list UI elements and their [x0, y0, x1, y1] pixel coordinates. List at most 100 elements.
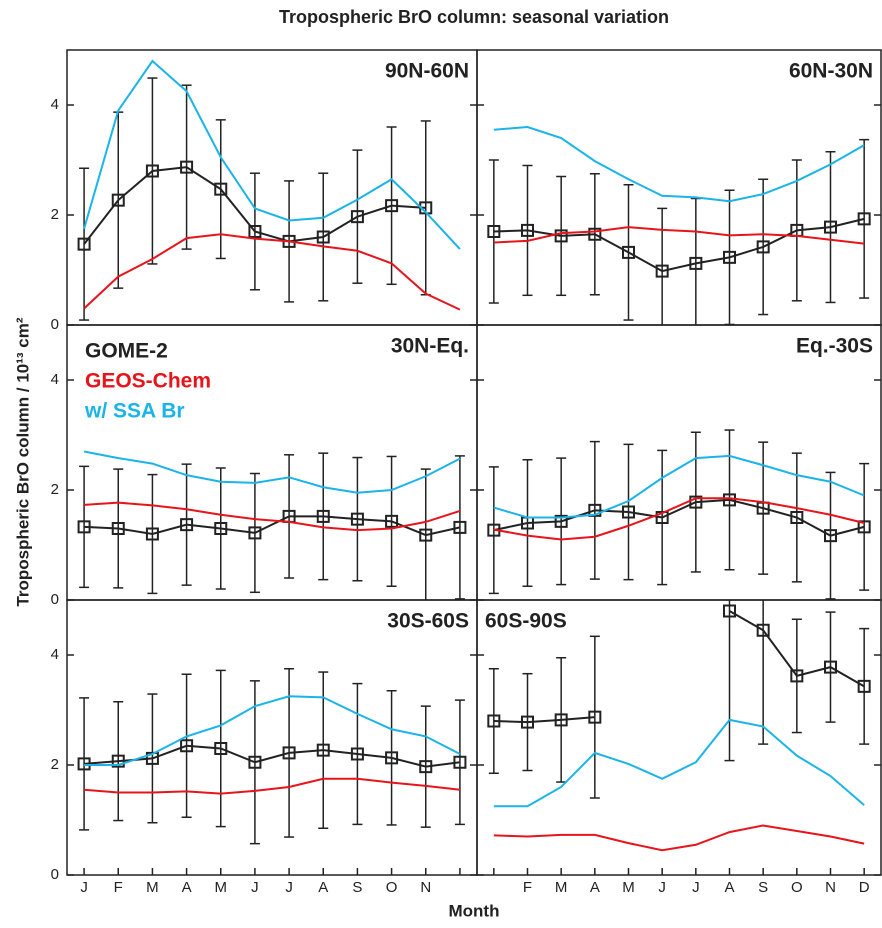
- error-bar: [724, 600, 735, 762]
- marker: [419, 760, 433, 774]
- error-bar: [454, 455, 465, 600]
- series-line: [493, 824, 865, 852]
- series-line: [493, 454, 865, 519]
- x-tick-label: M: [555, 879, 568, 896]
- error-bar: [147, 473, 158, 595]
- plot-area: [487, 600, 871, 852]
- marker: [316, 743, 330, 757]
- marker: [723, 493, 736, 507]
- marker: [77, 520, 91, 534]
- error-bar: [758, 600, 769, 745]
- error-bar: [249, 472, 260, 594]
- marker: [622, 245, 635, 259]
- error-bar: [556, 457, 567, 586]
- panel-frame: [476, 49, 882, 326]
- marker: [857, 520, 871, 534]
- plot-area: [487, 125, 871, 325]
- panel-frame: [476, 599, 882, 876]
- marker: [214, 742, 228, 755]
- error-bar: [690, 431, 701, 573]
- error-bar: [791, 159, 802, 302]
- x-tick-label: F: [114, 879, 123, 896]
- panel-frame: [66, 599, 478, 876]
- marker: [790, 669, 804, 683]
- error-bar: [825, 151, 836, 304]
- error-bar: [79, 167, 90, 321]
- marker: [111, 754, 125, 768]
- marker: [824, 220, 837, 234]
- panel-label: 30S-60S: [387, 610, 469, 633]
- x-tick-label: S: [758, 879, 768, 896]
- marker: [77, 757, 91, 771]
- marker: [282, 746, 296, 760]
- error-bar: [859, 627, 870, 745]
- error-bar: [522, 164, 533, 297]
- x-axis-label: Month: [449, 901, 500, 920]
- series-line: [493, 497, 865, 541]
- marker: [77, 237, 91, 251]
- y-tick-label: 4: [51, 646, 59, 663]
- marker: [145, 164, 159, 178]
- series-line: [84, 695, 461, 766]
- error-bar: [249, 680, 260, 845]
- error-bar: [113, 701, 124, 822]
- marker: [385, 199, 399, 213]
- y-tick-label: 4: [51, 371, 59, 388]
- legend-entry: w/ SSA Br: [84, 400, 185, 423]
- marker: [655, 511, 669, 524]
- error-bar: [758, 178, 769, 316]
- marker: [554, 229, 568, 243]
- x-tick-label: A: [182, 879, 192, 896]
- marker: [824, 529, 837, 543]
- y-tick-label: 2: [51, 756, 59, 773]
- chart-title: Tropospheric BrO column: seasonal variat…: [279, 7, 669, 27]
- error-bar: [79, 697, 90, 831]
- series-line: [83, 59, 461, 250]
- marker: [214, 182, 228, 196]
- marker: [588, 227, 602, 241]
- x-tick-label: M: [622, 879, 635, 896]
- marker: [350, 512, 364, 526]
- error-bar: [522, 672, 533, 772]
- error-bar: [318, 172, 329, 302]
- marker: [588, 503, 602, 517]
- error-bar: [147, 77, 158, 265]
- series-line: [493, 718, 865, 808]
- marker: [655, 264, 669, 278]
- marker: [487, 225, 501, 238]
- error-bar: [181, 463, 192, 586]
- error-bar: [284, 454, 295, 579]
- marker: [857, 679, 871, 693]
- marker: [248, 755, 262, 769]
- x-tick-label: S: [352, 879, 362, 896]
- series-line: [493, 125, 865, 203]
- error-bar: [589, 635, 600, 799]
- marker: [554, 514, 568, 528]
- plot-area: [77, 59, 461, 321]
- error-bar: [318, 452, 329, 581]
- x-tick-label: A: [318, 879, 328, 896]
- plot-area: [77, 450, 467, 600]
- error-bar: [181, 673, 192, 818]
- marker: [622, 505, 635, 519]
- y-axis-label: Tropospheric BrO column / 10¹³ cm²: [13, 317, 32, 606]
- x-tick-label: N: [420, 879, 431, 896]
- error-bar: [859, 138, 870, 299]
- marker: [385, 751, 399, 765]
- error-bar: [215, 467, 226, 590]
- error-bar: [420, 705, 431, 828]
- plot-area: [487, 429, 871, 600]
- error-bar: [522, 459, 533, 587]
- marker: [588, 710, 602, 724]
- x-tick-label: O: [386, 879, 398, 896]
- marker: [453, 520, 467, 534]
- marker: [756, 623, 770, 637]
- marker: [350, 747, 364, 761]
- marker: [521, 715, 534, 729]
- error-bar: [724, 429, 735, 571]
- legend-entry: GEOS-Chem: [85, 370, 211, 393]
- x-tick-label: J: [692, 879, 700, 896]
- series-line: [83, 450, 461, 494]
- error-bar: [454, 699, 465, 826]
- marker: [316, 509, 330, 523]
